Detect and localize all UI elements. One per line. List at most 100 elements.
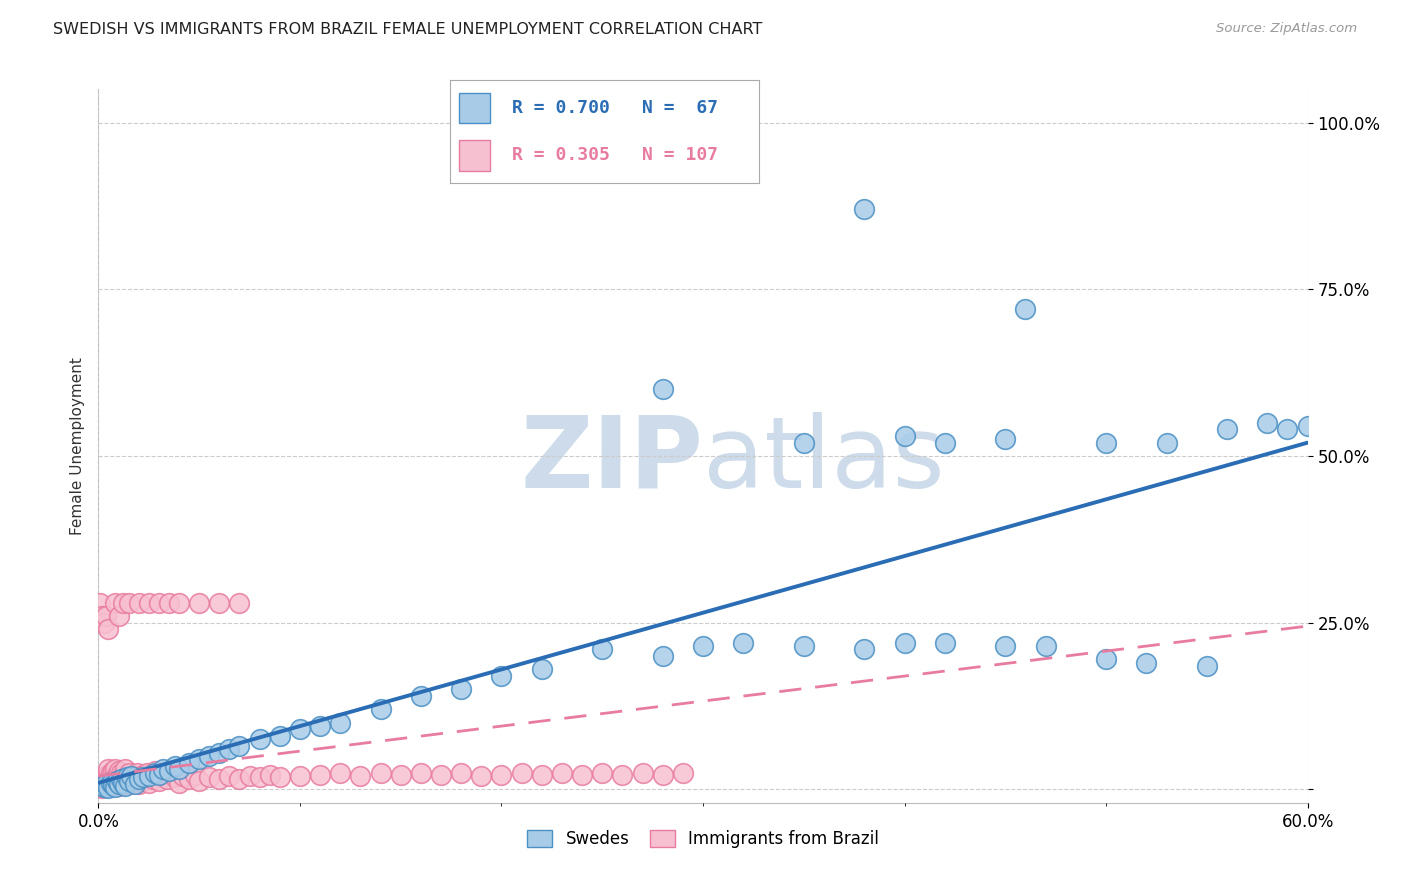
Point (89, 777, 111, 791)
Point (1156, 435, 1178, 450)
Point (107, 609, 129, 624)
Point (118, 777, 141, 791)
Point (111, 776, 134, 790)
Point (93, 774, 115, 789)
Point (218, 769, 240, 783)
Point (91, 772, 114, 787)
Point (157, 764, 180, 778)
Text: R = 0.305: R = 0.305 (512, 146, 610, 164)
Point (853, 642, 876, 657)
Point (179, 772, 201, 787)
Point (167, 763, 190, 777)
Point (198, 771, 221, 785)
Point (111, 596, 134, 610)
Point (93, 780, 115, 795)
Point (110, 765, 132, 780)
Point (651, 768, 673, 782)
Point (103, 596, 125, 610)
Point (551, 765, 574, 780)
Text: SWEDISH VS IMMIGRANTS FROM BRAZIL FEMALE UNEMPLOYMENT CORRELATION CHART: SWEDISH VS IMMIGRANTS FROM BRAZIL FEMALE… (53, 22, 763, 37)
Point (163, 759, 186, 773)
Point (110, 776, 132, 790)
Text: atlas: atlas (703, 412, 945, 508)
Point (100, 765, 122, 780)
Point (934, 636, 956, 650)
Point (239, 769, 262, 783)
Point (115, 771, 138, 785)
Text: Source: ZipAtlas.com: Source: ZipAtlas.com (1216, 22, 1357, 36)
Point (309, 719, 332, 733)
Point (101, 772, 124, 787)
Point (733, 636, 755, 650)
Point (138, 776, 160, 790)
Point (93, 615, 115, 630)
Point (571, 768, 593, 782)
Point (143, 764, 166, 778)
Point (172, 769, 194, 783)
Point (288, 769, 311, 783)
Point (96, 780, 118, 795)
Point (97, 763, 120, 777)
Text: ZIP: ZIP (520, 412, 703, 508)
Point (329, 715, 352, 730)
Point (128, 772, 150, 787)
Point (228, 596, 250, 610)
Point (105, 774, 128, 789)
Point (120, 769, 142, 783)
Point (530, 768, 553, 782)
Point (450, 682, 472, 697)
Point (103, 780, 125, 794)
Text: R = 0.700: R = 0.700 (512, 99, 610, 117)
Point (994, 639, 1017, 653)
FancyBboxPatch shape (460, 93, 491, 123)
Legend: Swedes, Immigrants from Brazil: Swedes, Immigrants from Brazil (520, 823, 886, 855)
Point (148, 596, 170, 610)
Point (1095, 652, 1118, 666)
Point (96, 769, 118, 783)
Point (249, 771, 271, 785)
Point (118, 765, 141, 780)
Point (893, 429, 915, 443)
Point (157, 596, 180, 610)
Point (100, 776, 122, 790)
Point (100, 771, 122, 785)
Point (269, 729, 291, 743)
Point (139, 769, 162, 783)
Point (132, 768, 155, 782)
Point (97, 781, 120, 796)
Point (994, 433, 1017, 447)
Point (107, 764, 129, 778)
Point (115, 772, 138, 787)
Point (198, 749, 221, 764)
Point (91, 776, 114, 790)
Point (409, 689, 432, 703)
Point (114, 774, 136, 789)
Point (118, 596, 141, 610)
Point (1014, 302, 1036, 317)
Point (893, 636, 915, 650)
Point (91, 781, 114, 796)
Point (288, 723, 311, 737)
Point (269, 771, 291, 785)
Point (160, 765, 183, 780)
Point (143, 765, 166, 780)
Point (184, 768, 207, 782)
Point (114, 779, 136, 793)
Point (97, 768, 120, 782)
Point (1095, 435, 1118, 450)
Y-axis label: Female Unemployment: Female Unemployment (69, 357, 84, 535)
Point (163, 771, 186, 785)
Point (134, 772, 156, 787)
Point (218, 742, 240, 756)
Point (118, 774, 141, 789)
Point (125, 765, 148, 780)
Point (138, 596, 160, 610)
Point (89, 596, 111, 610)
Point (309, 768, 332, 782)
Point (121, 769, 143, 783)
Point (651, 382, 673, 396)
Point (167, 776, 190, 790)
Point (156, 772, 179, 787)
Point (853, 202, 876, 217)
Point (128, 596, 150, 610)
